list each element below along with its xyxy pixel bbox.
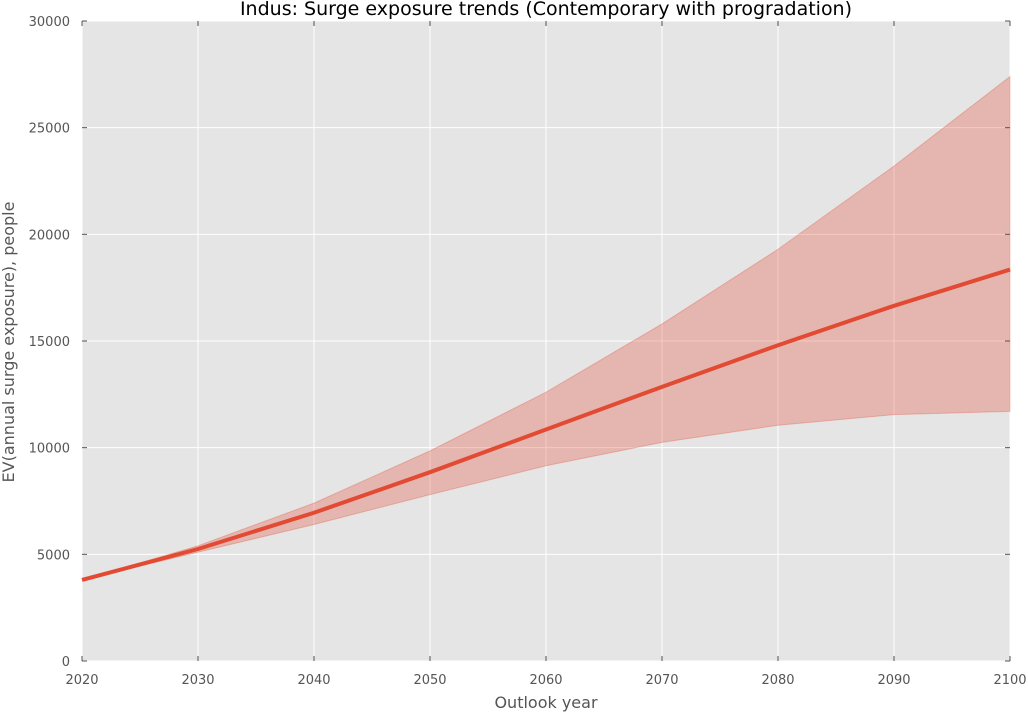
y-axis-tick-labels: 0 5000 10000 15000 20000 25000 30000 [29,15,70,670]
y-axis-label: EV(annual surge exposure), people [0,202,18,483]
x-tick-label: 2020 [65,673,98,688]
y-tick-label: 30000 [29,15,70,30]
x-tick-label: 2100 [993,673,1026,688]
x-tick-label: 2070 [645,673,678,688]
x-tick-label: 2090 [877,673,910,688]
tick-marks [81,20,1011,662]
x-axis-label: Outlook year [494,693,598,712]
y-tick-label: 25000 [29,122,70,137]
series-line [81,267,1011,582]
y-tick-label: 10000 [29,442,70,457]
plot-area [81,20,1011,662]
y-tick-label: 5000 [37,548,70,563]
y-tick-label: 0 [62,655,70,670]
x-tick-label: 2050 [413,673,446,688]
x-tick-label: 2030 [181,673,214,688]
x-tick-label: 2060 [529,673,562,688]
series-line-layer [81,267,1011,582]
chart-title: Indus: Surge exposure trends (Contempora… [240,0,852,20]
y-tick-label: 20000 [29,228,70,243]
x-tick-label: 2040 [297,673,330,688]
x-axis-tick-labels: 2020 2030 2040 2050 2060 2070 2080 2090 2100 [65,673,1026,688]
y-tick-label: 15000 [29,335,70,350]
x-tick-label: 2080 [761,673,794,688]
